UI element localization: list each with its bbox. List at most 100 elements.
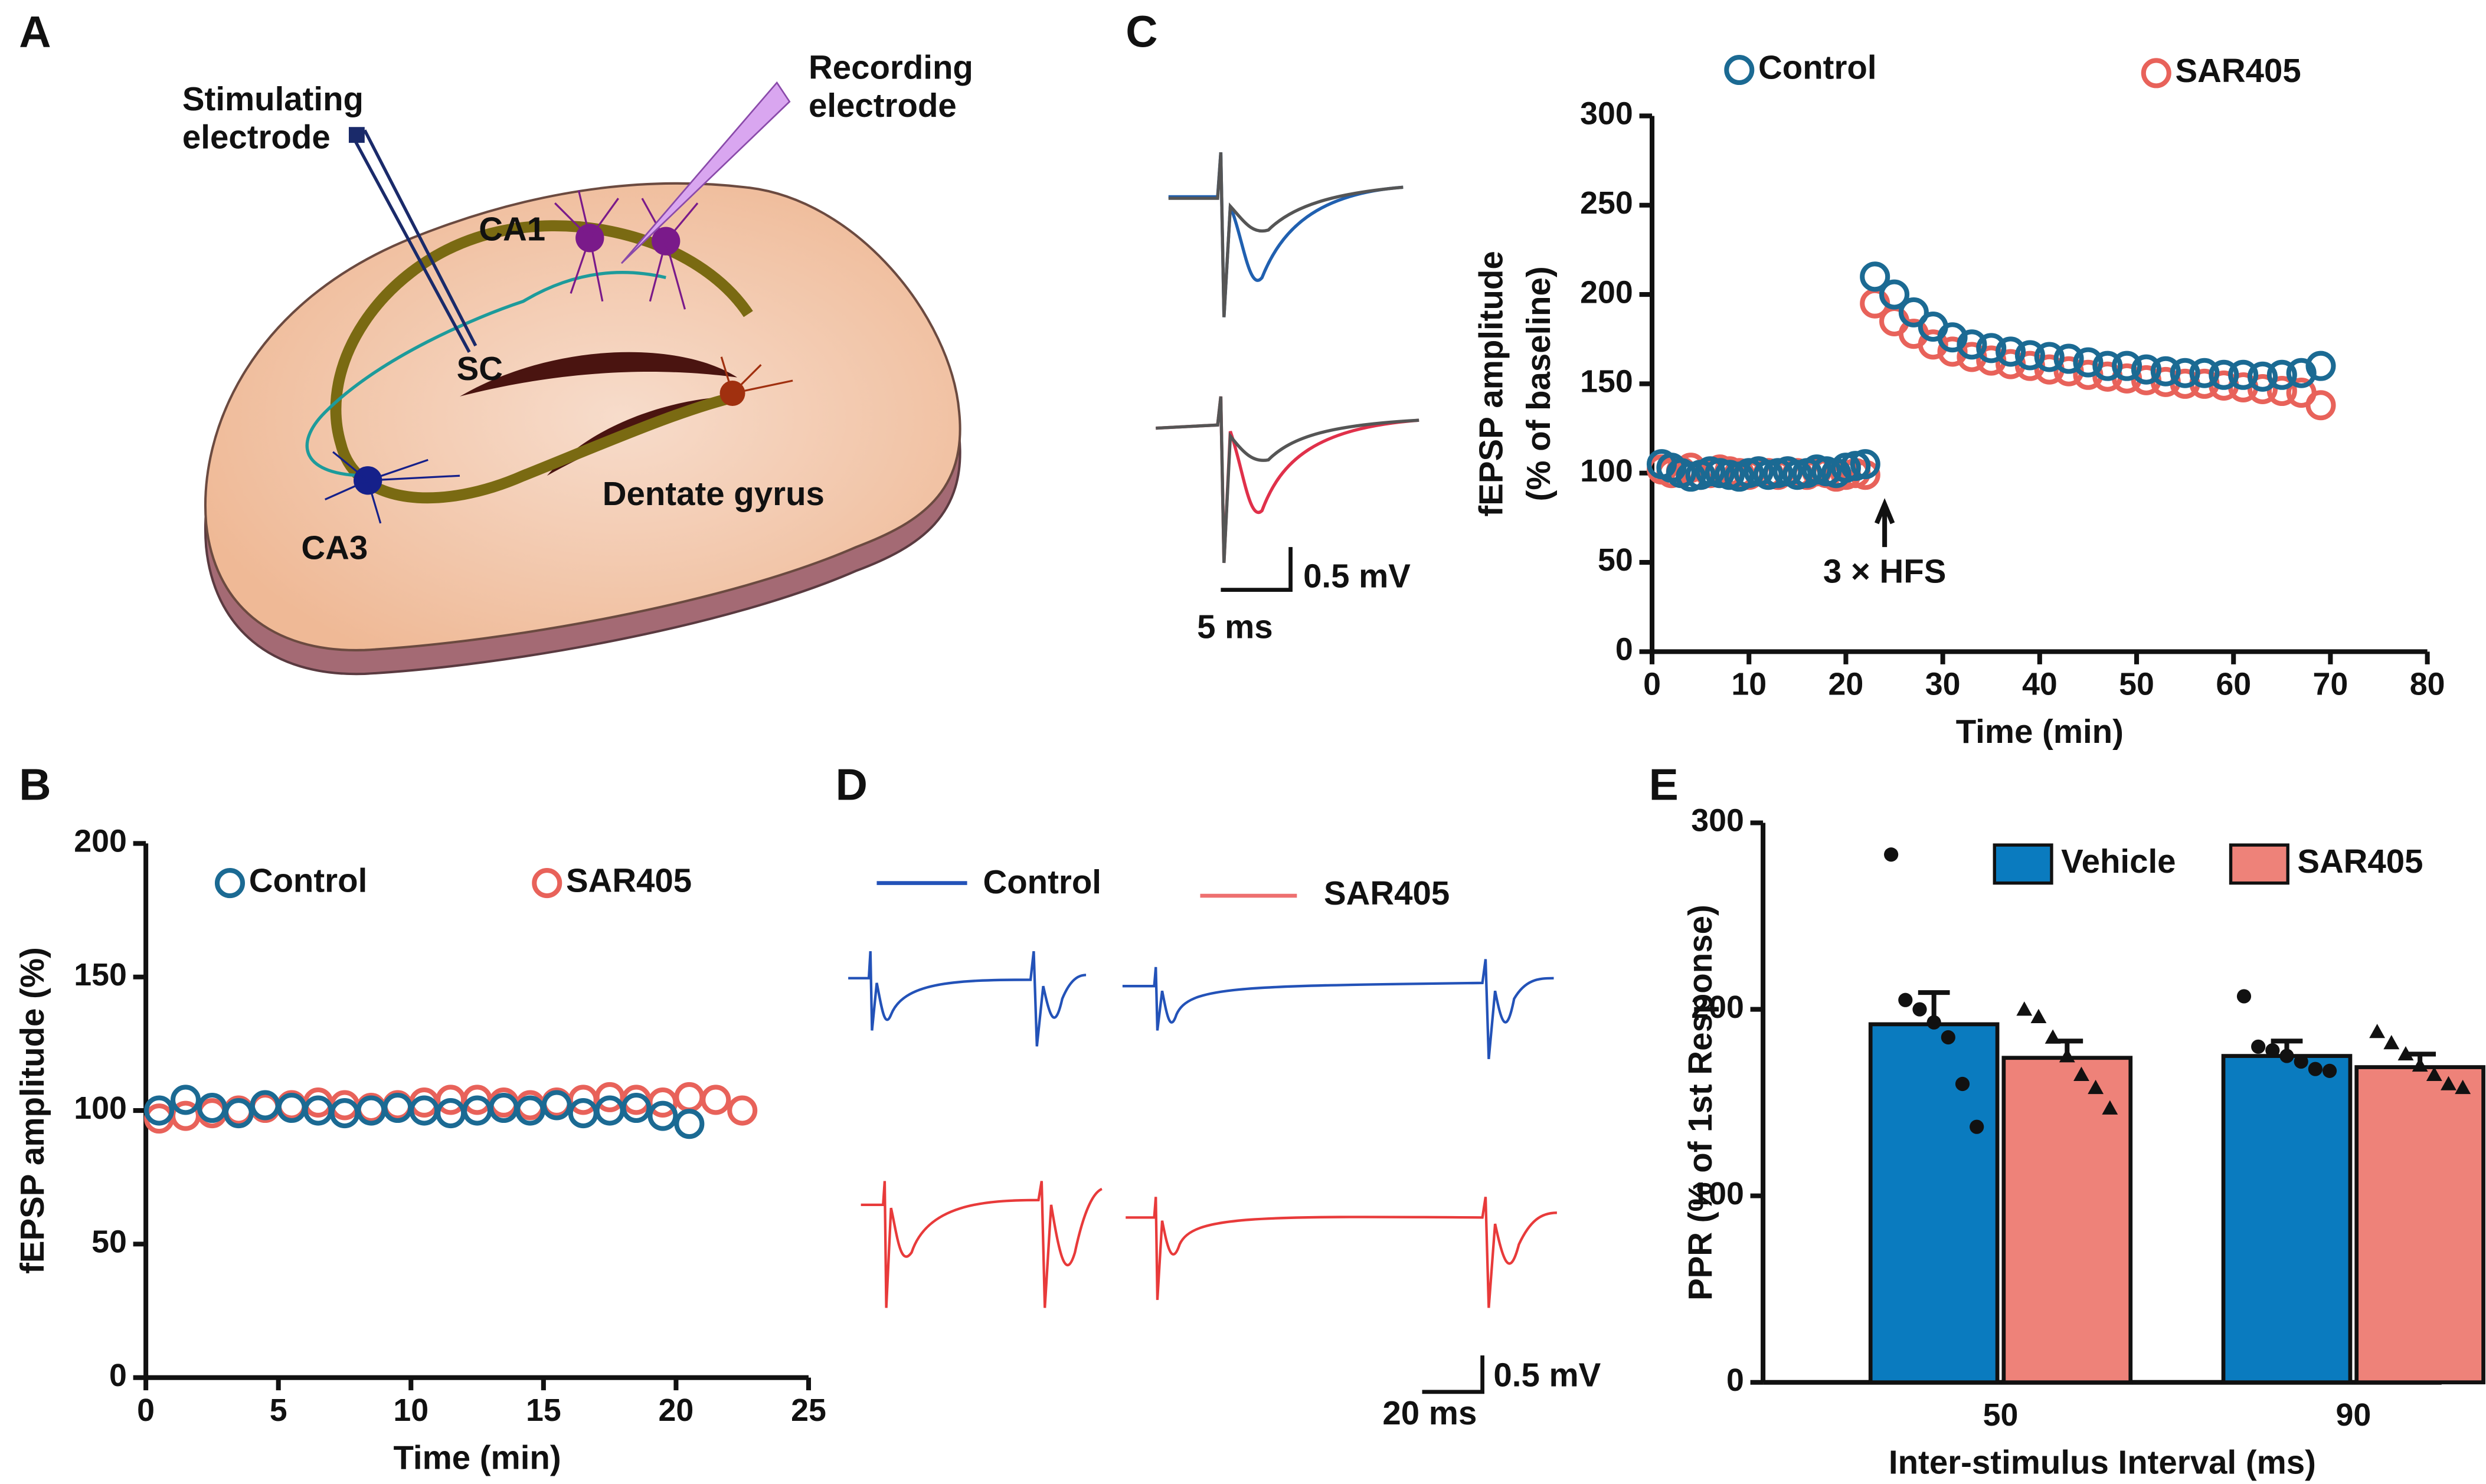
y-tick-label: 250 <box>1580 185 1633 221</box>
data-point <box>2088 1079 2104 1095</box>
data-point <box>1955 1076 1970 1092</box>
bar <box>2221 1054 2353 1385</box>
trace <box>1168 152 1404 317</box>
x-tick-label: 10 <box>393 1393 428 1428</box>
data-point <box>2102 1100 2118 1115</box>
data-point <box>1937 336 1968 367</box>
data-point <box>2266 376 2297 407</box>
scale-label: 5 ms <box>1197 608 1273 646</box>
data-point <box>2265 1043 2280 1058</box>
trace <box>848 951 1087 1047</box>
traces-d <box>848 881 1557 1394</box>
data-point <box>1957 329 1987 360</box>
data-point <box>2308 1062 2323 1076</box>
data-point <box>1879 279 1910 310</box>
panel-label: B <box>19 759 51 809</box>
data-point <box>727 1095 758 1126</box>
data-point <box>647 1100 678 1131</box>
data-point <box>674 1109 705 1139</box>
tissue <box>204 182 961 651</box>
y-tick-label: 200 <box>1691 990 1744 1025</box>
stimulating-electrode <box>350 129 477 353</box>
trace <box>861 1181 1103 1308</box>
bar <box>2354 1065 2485 1385</box>
data-point <box>1898 297 1929 327</box>
data-point <box>2305 390 2336 421</box>
y-axis-label: fEPSP amplitude <box>1472 251 1509 516</box>
legend-marker <box>214 868 246 899</box>
panel-label: D <box>836 759 868 809</box>
scale-label: 0.5 mV <box>1303 558 1411 595</box>
bar <box>1868 1022 2000 1385</box>
data-point <box>2092 350 2123 381</box>
legend-label: SAR405 <box>566 861 692 899</box>
legend-label: Control <box>1758 48 1877 86</box>
data-point <box>2305 350 2336 381</box>
data-point <box>2170 358 2200 388</box>
dendrites <box>554 190 699 310</box>
data-point <box>2397 1046 2414 1061</box>
label: electrode <box>809 87 957 124</box>
x-tick-label: 80 <box>2410 667 2445 702</box>
data-point <box>2455 1079 2471 1095</box>
y-tick-label: 100 <box>1691 1176 1744 1211</box>
x-tick-label: 5 <box>270 1393 287 1428</box>
data-point <box>2412 1057 2428 1072</box>
x-tick-label: 50 <box>2119 667 2154 702</box>
trace <box>1156 396 1419 564</box>
data-point <box>2073 347 2104 378</box>
y-axis-label: fEPSP amplitude (%) <box>14 947 51 1274</box>
trace <box>1156 396 1419 564</box>
y-tick-label: 100 <box>74 1090 127 1126</box>
data-point <box>2209 359 2239 390</box>
dentate <box>460 352 738 397</box>
legend-marker <box>2141 58 2171 89</box>
legend-label: Vehicle <box>2061 843 2176 880</box>
data-point <box>2014 340 2045 371</box>
data-point <box>2073 1066 2089 1081</box>
data-point <box>1937 322 1968 353</box>
recording-electrode <box>620 81 791 264</box>
legend-label: Control <box>249 861 368 899</box>
legend-swatch <box>1993 843 2053 885</box>
schaffer <box>305 271 666 477</box>
x-axis-label: Time (min) <box>1956 713 2124 750</box>
data-point <box>1912 1002 1927 1017</box>
label: CA3 <box>301 529 368 566</box>
data-point <box>1970 1119 1984 1134</box>
data-point <box>2236 989 2252 1004</box>
annotation: 3 × HFS <box>1823 553 1946 590</box>
legend-label: SAR405 <box>2297 843 2423 880</box>
legend-swatch <box>2229 843 2289 885</box>
data-point <box>1860 261 1890 292</box>
data-point <box>2045 1029 2061 1044</box>
legend-label: Control <box>983 863 1101 900</box>
y-tick-label: 0 <box>109 1358 127 1393</box>
y-tick-label: 200 <box>74 824 127 859</box>
scale-bar <box>1422 1355 1484 1394</box>
label: electrode <box>182 119 331 156</box>
x-tick-label: 15 <box>526 1393 561 1428</box>
label: Stimulating <box>182 80 364 117</box>
x-tick-label: 70 <box>2313 667 2348 702</box>
y-tick-label: 100 <box>1580 453 1633 489</box>
data-point <box>2294 1054 2308 1069</box>
data-point <box>541 1090 572 1121</box>
data-point <box>2053 343 2084 374</box>
data-point <box>1918 329 1948 360</box>
legend-marker <box>532 868 562 899</box>
data-point <box>1926 1015 1941 1030</box>
data-point <box>2131 354 2161 385</box>
y-axis-label: (% of baseline) <box>1520 266 1557 501</box>
data-point <box>1976 333 2007 363</box>
data-point <box>2112 350 2142 381</box>
electrode-tip <box>348 127 365 143</box>
panel-label: A <box>19 6 51 56</box>
panel-label: C <box>1126 6 1157 56</box>
data-point <box>170 1085 201 1115</box>
panel-label: E <box>1649 759 1679 809</box>
x-axis-label: Inter-stimulus Interval (ms) <box>1889 1443 2316 1480</box>
data-point <box>2251 1039 2266 1054</box>
data-point <box>2322 1063 2337 1078</box>
